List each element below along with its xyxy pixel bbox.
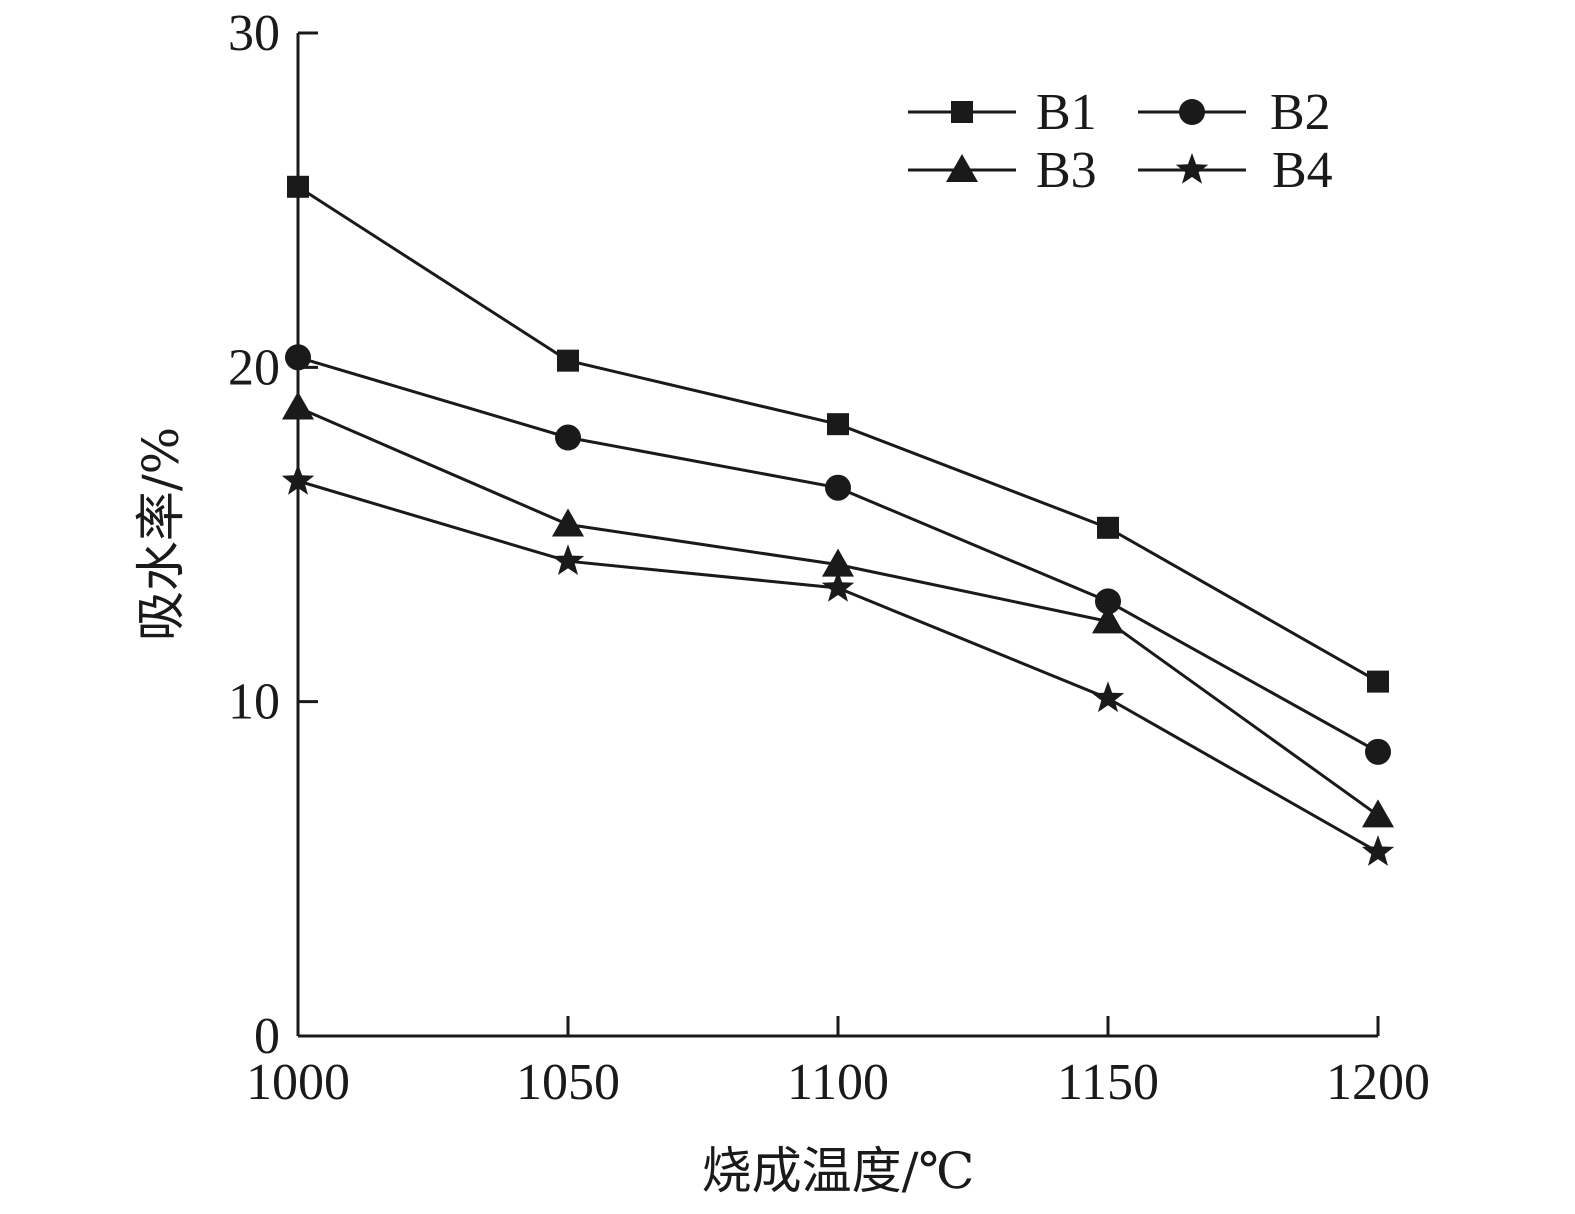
data-point-b1 [557,349,579,372]
x-ticks: 1000 1050 1100 1150 1200 [246,1016,1430,1111]
x-tick-label: 1100 [787,1054,889,1111]
data-point-b1 [1097,516,1119,539]
y-axis-title: 吸水率/% [132,427,190,641]
data-point-b2 [1095,588,1121,615]
data-point-b4 [281,464,315,495]
legend-marker [951,101,973,123]
x-tick-label: 1050 [516,1054,620,1111]
legend-item-b4: B4 [1138,142,1333,199]
y-ticks: 0 10 20 30 [228,5,318,1065]
data-point-b4 [551,544,585,575]
data-point-b1 [287,175,309,198]
legend-item-b1: B1 [908,84,1097,141]
legend-item-b3: B3 [908,142,1097,199]
x-axis-title: 烧成温度/℃ [702,1142,975,1200]
data-point-b3 [552,508,584,537]
legend-marker [1179,99,1205,125]
series-b3 [282,391,1394,828]
y-tick-label: 20 [228,339,280,396]
legend-marker [1175,153,1209,184]
series-line-b4 [297,479,1379,854]
data-point-b3 [822,548,854,577]
data-point-b2 [285,344,311,371]
legend-label: B4 [1272,142,1333,199]
data-point-b4 [821,571,855,602]
series-line-b3 [297,406,1379,817]
data-point-b1 [1367,670,1389,693]
data-point-b3 [1092,605,1124,634]
data-point-b4 [1091,681,1125,713]
data-point-b2 [825,474,851,501]
series-layer [281,175,1395,866]
legend: B1 B2 B3 B4 [908,84,1333,199]
x-tick-label: 1200 [1326,1054,1430,1111]
data-point-b3 [282,391,314,420]
series-b4 [281,464,1395,866]
legend-item-b2: B2 [1138,84,1331,141]
data-point-b2 [555,424,581,451]
legend-label: B3 [1036,142,1097,199]
data-point-b4 [1361,835,1395,866]
x-tick-label: 1000 [246,1054,350,1111]
y-tick-label: 10 [228,674,280,731]
series-b1 [287,175,1389,693]
legend-label: B1 [1036,84,1097,141]
legend-marker [946,154,978,182]
data-point-b1 [827,413,849,436]
data-point-b2 [1365,738,1391,765]
y-tick-label: 0 [254,1008,280,1065]
y-tick-label: 30 [228,5,280,62]
x-tick-label: 1150 [1057,1054,1159,1111]
legend-label: B2 [1270,84,1331,141]
data-point-b3 [1362,799,1394,828]
axes [296,33,1378,1038]
series-b2 [285,344,1391,765]
